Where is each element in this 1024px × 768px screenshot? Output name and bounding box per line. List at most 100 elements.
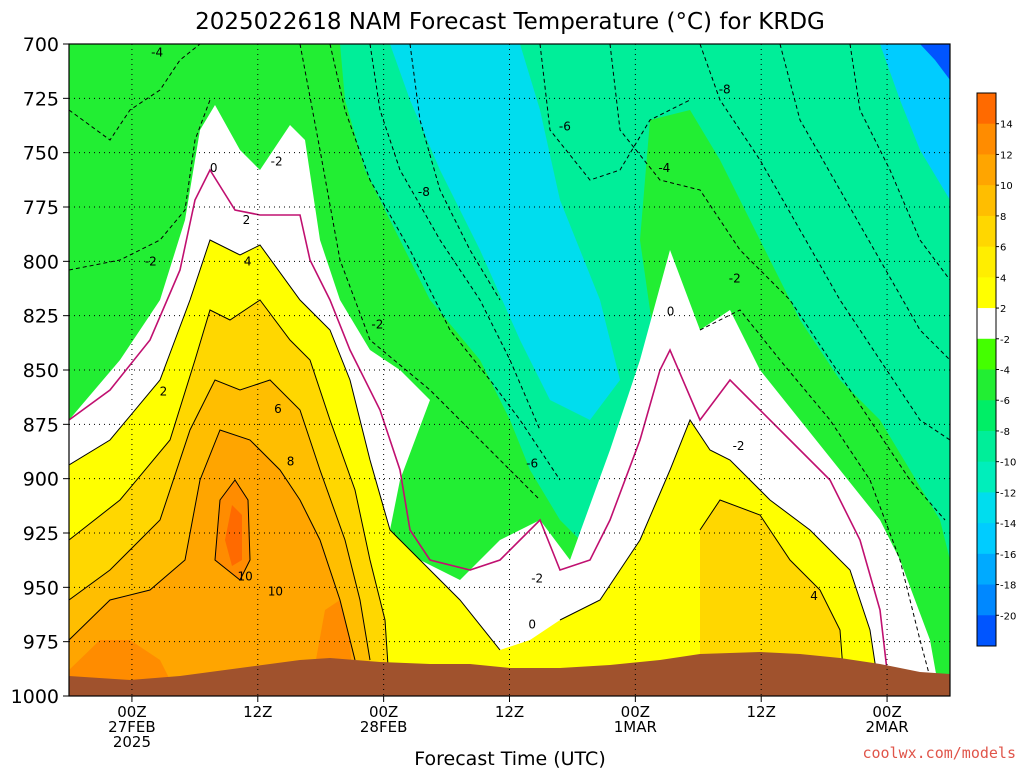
x-tick-label: 2025 [113,733,151,751]
colorbar-label: -18 [1000,581,1016,592]
contour-label: -2 [531,572,543,586]
colorbar-swatch [977,430,996,463]
colorbar-label: 14 [1000,120,1013,131]
contour-label: 6 [274,402,282,416]
colorbar-swatch [977,246,996,278]
contour-minus2-mid [299,44,541,501]
contour-4-right [699,499,846,696]
x-tick-label: 00Z [621,703,650,721]
x-tick-label: 12Z [747,703,776,721]
colorbar-label: -4 [1000,366,1010,377]
x-tick-label: 12Z [495,703,524,721]
colorbar-swatch [977,369,996,401]
x-tick-label: 12Z [243,703,272,721]
colorbar-swatch [977,400,996,432]
field-cold-top-right [880,44,950,200]
contour-minus2-left [69,99,211,271]
contour-minus6-mid [369,44,541,431]
contour-minus8-right [699,44,950,441]
dashed-contour-layer [69,44,950,696]
contour-label: 0 [210,161,218,175]
colorbar-swatch [977,215,996,248]
credit-text: coolwx.com/models [862,744,1016,762]
colorbar-swatch [977,492,996,524]
y-tick-label: 800 [23,251,59,273]
colorbar-label: -16 [1000,550,1016,561]
colorbar: 14 12 10 8 6 4 2 -2 -4 -6 -8 -10 -12 -14 -16 -18 -20 [976,92,1016,647]
grid-layer [69,44,950,696]
field-4-to-6-right [700,500,840,696]
colorbar-label: -8 [1000,427,1010,438]
contour-label: 0 [667,304,675,318]
contour-8-left [69,429,356,661]
y-tick-label: 825 [23,306,59,328]
colorbar-label: -2 [1000,335,1010,346]
colorbar-label: -14 [1000,519,1016,530]
x-axis-label: Forecast Time (UTC) [414,748,605,768]
contour-minus6-right [539,44,691,181]
contour-4-left [69,299,391,696]
contour-label: 0 [528,617,536,631]
contour-label: -8 [418,185,430,199]
colorbar-swatch [977,615,996,647]
colorbar-label: -6 [1000,396,1010,407]
contour-label: -2 [729,272,741,286]
y-tick-label: 750 [23,143,59,165]
y-tick-label: 950 [23,577,59,599]
colorbar-swatch [977,93,996,125]
y-tick-label: 775 [23,197,59,219]
colorbar-label: 6 [1000,243,1006,254]
contour-label: -2 [371,317,383,331]
solid-contour-layer [69,239,881,696]
contour-minus2-right [699,309,936,696]
field-cyan-core [390,44,620,420]
contour-minus8-mid [409,44,501,301]
field-12-to-14-core [225,505,242,566]
colorbar-swatch [977,277,996,309]
contour-minus4-left [69,44,201,141]
x-tick-label: 00Z [872,703,901,721]
contour-label: 8 [287,454,295,468]
colorbar-swatch [977,185,996,217]
field-coldest-corner [920,44,950,80]
y-tick-label: 975 [23,632,59,654]
contour-minus10-right [779,44,950,361]
x-tick-label: 1MAR [614,718,657,736]
colorbar-label: -20 [1000,611,1016,622]
colorbar-swatch [977,584,996,616]
zero-isotherm-layer [69,168,891,696]
colorbar-swatch [977,123,996,155]
y-tick-label: 925 [23,523,59,545]
contour-label: 4 [244,254,252,268]
colorbar-swatch [977,553,996,586]
contour-2-right [559,418,881,696]
zero-isotherm-left [69,168,891,696]
contour-minus4-right [609,44,946,521]
field-8-to-10 [69,430,358,696]
colorbar-swatch [977,338,996,370]
contour-label: 4 [810,589,818,603]
x-tick-label: 28FEB [360,718,407,736]
contour-10-core [214,479,251,581]
x-tick-label: 27FEB [108,718,155,736]
contour-label: 2 [160,385,168,399]
contour-2-left [69,239,501,651]
colorbar-swatch [977,461,996,493]
contour-label: -6 [559,120,571,134]
x-tick-label: 2MAR [865,718,908,736]
chart-title: 2025022618 NAM Forecast Temperature (°C)… [195,9,825,35]
y-tick-label: 700 [23,34,59,56]
y-tick-label: 850 [23,360,59,382]
x-tick-label: 00Z [369,703,398,721]
y-tick-label: 1000 [11,686,59,708]
colorbar-swatch [977,308,996,340]
x-tick-label: 00Z [117,703,146,721]
colorbar-label: -10 [1000,458,1016,469]
field-10-to-12-surface [69,600,352,680]
colorbar-swatch [977,154,996,186]
colorbar-label: 12 [1000,150,1013,161]
contour-label: -8 [719,83,731,97]
colorbar-label: 8 [1000,212,1006,223]
